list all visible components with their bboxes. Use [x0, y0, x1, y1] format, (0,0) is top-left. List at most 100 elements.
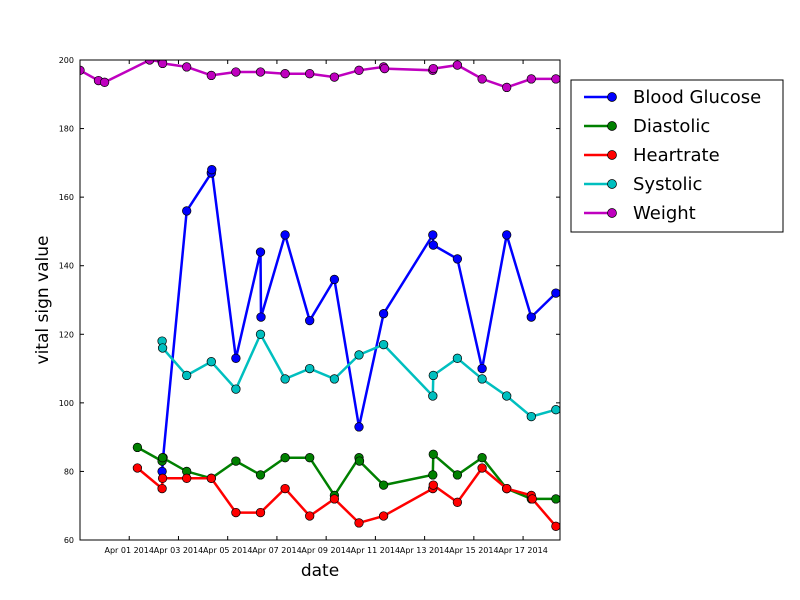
data-point-weight — [379, 63, 390, 74]
y-tick-label: 80 — [64, 467, 74, 476]
series-heartrate — [132, 463, 560, 531]
data-point-blood-glucose — [551, 288, 560, 298]
data-point-weight — [157, 60, 168, 69]
x-tick-label: Apr 05 2014 — [203, 546, 252, 555]
data-point-blood-glucose — [182, 206, 192, 216]
ticks-layer: 60 80 100 120 140 160 180 200 Apr 01 2014 Apr 03 … — [59, 56, 560, 555]
x-tick-label: Apr 01 2014 — [104, 546, 153, 555]
x-tick-label: Apr 13 2014 — [400, 546, 449, 555]
legend-item-diastolic: Diastolic — [584, 116, 710, 137]
data-point-diastolic — [378, 480, 389, 490]
legend-swatch-marker — [607, 179, 617, 189]
legend-item-systolic: Systolic — [584, 174, 702, 195]
data-point-blood-glucose — [378, 309, 389, 319]
y-axis-label: vital sign value — [33, 236, 53, 365]
data-point-diastolic — [231, 456, 241, 466]
data-point-blood-glucose — [526, 312, 536, 322]
series-layer — [80, 60, 560, 531]
data-point-systolic — [428, 370, 438, 381]
data-point-blood-glucose — [354, 422, 364, 432]
data-point-weight — [255, 67, 266, 77]
data-point-diastolic — [157, 453, 168, 463]
data-point-blood-glucose — [231, 353, 241, 363]
data-point-systolic — [305, 363, 315, 374]
x-tick-label: Apr 15 2014 — [449, 546, 498, 555]
data-point-blood-glucose — [477, 363, 487, 374]
data-point-systolic — [231, 384, 241, 394]
x-tick-label: Apr 11 2014 — [351, 546, 400, 555]
data-point-weight — [206, 70, 216, 81]
series-diastolic — [132, 442, 560, 504]
x-tick-label: Apr 17 2014 — [498, 546, 547, 555]
y-tick-label: 160 — [59, 193, 74, 202]
data-point-diastolic — [551, 494, 560, 504]
data-point-heartrate — [157, 483, 167, 494]
legend-label: Diastolic — [633, 116, 710, 137]
data-point-weight — [526, 74, 536, 84]
data-point-blood-glucose — [280, 230, 290, 240]
legend-swatch-marker — [607, 92, 617, 102]
data-point-weight — [428, 63, 438, 74]
data-point-heartrate — [477, 463, 487, 473]
data-point-systolic — [329, 374, 340, 384]
data-point-systolic — [551, 405, 560, 415]
data-point-systolic — [502, 391, 512, 401]
data-point-heartrate — [305, 511, 315, 521]
data-point-heartrate — [551, 521, 560, 531]
y-tick-label: 100 — [59, 399, 74, 408]
data-point-weight — [305, 69, 315, 79]
series-systolic — [157, 329, 560, 422]
legend-label: Blood Glucose — [633, 87, 761, 108]
data-point-diastolic — [255, 470, 266, 480]
data-point-diastolic — [354, 456, 365, 466]
data-point-weight — [477, 74, 487, 84]
y-tick-label: 180 — [59, 125, 74, 134]
legend-swatch-marker — [607, 208, 617, 218]
data-point-heartrate — [132, 463, 143, 473]
data-point-diastolic — [477, 453, 487, 463]
data-point-diastolic — [132, 442, 143, 453]
data-point-weight — [182, 62, 192, 72]
legend-swatch-marker — [607, 150, 617, 160]
x-tick-label: Apr 09 2014 — [301, 546, 350, 555]
data-point-systolic — [477, 374, 487, 384]
series-line-systolic — [160, 331, 557, 418]
y-tick-label: 120 — [59, 330, 74, 339]
data-point-systolic — [452, 353, 463, 363]
data-point-weight — [80, 65, 85, 75]
series-blood-glucose — [157, 165, 560, 477]
legend-label: Heartrate — [633, 145, 720, 166]
data-point-blood-glucose — [256, 312, 266, 322]
plot-frame — [79, 59, 561, 541]
legend: Blood Glucose Diastolic Heartrate Systolic W… — [570, 79, 784, 233]
data-point-heartrate — [354, 518, 364, 528]
legend-item-heartrate: Heartrate — [584, 145, 720, 166]
data-point-heartrate — [206, 473, 216, 483]
legend-item-weight: Weight — [584, 203, 696, 224]
data-point-heartrate — [452, 497, 463, 507]
data-point-heartrate — [255, 507, 266, 518]
series-line-diastolic — [136, 446, 556, 501]
data-point-systolic — [354, 350, 364, 360]
data-point-heartrate — [378, 511, 389, 521]
data-point-blood-glucose — [207, 165, 217, 175]
y-tick-label: 200 — [59, 56, 74, 65]
data-point-diastolic — [428, 470, 438, 480]
legend-label: Weight — [633, 203, 696, 224]
data-point-weight — [329, 72, 340, 82]
axes-layer — [79, 59, 561, 541]
legend-swatch-marker — [607, 121, 617, 131]
data-point-weight — [551, 74, 560, 84]
data-point-systolic — [280, 374, 290, 384]
data-point-blood-glucose — [452, 254, 463, 264]
data-point-blood-glucose — [428, 240, 438, 250]
data-point-blood-glucose — [329, 274, 340, 285]
y-tick-label: 60 — [64, 536, 74, 545]
data-point-weight — [231, 67, 241, 77]
data-point-weight — [452, 60, 463, 70]
data-point-weight — [280, 69, 290, 79]
data-point-heartrate — [428, 480, 438, 490]
legend-label: Systolic — [633, 174, 702, 195]
data-point-heartrate — [329, 494, 340, 504]
data-point-weight — [502, 82, 512, 93]
